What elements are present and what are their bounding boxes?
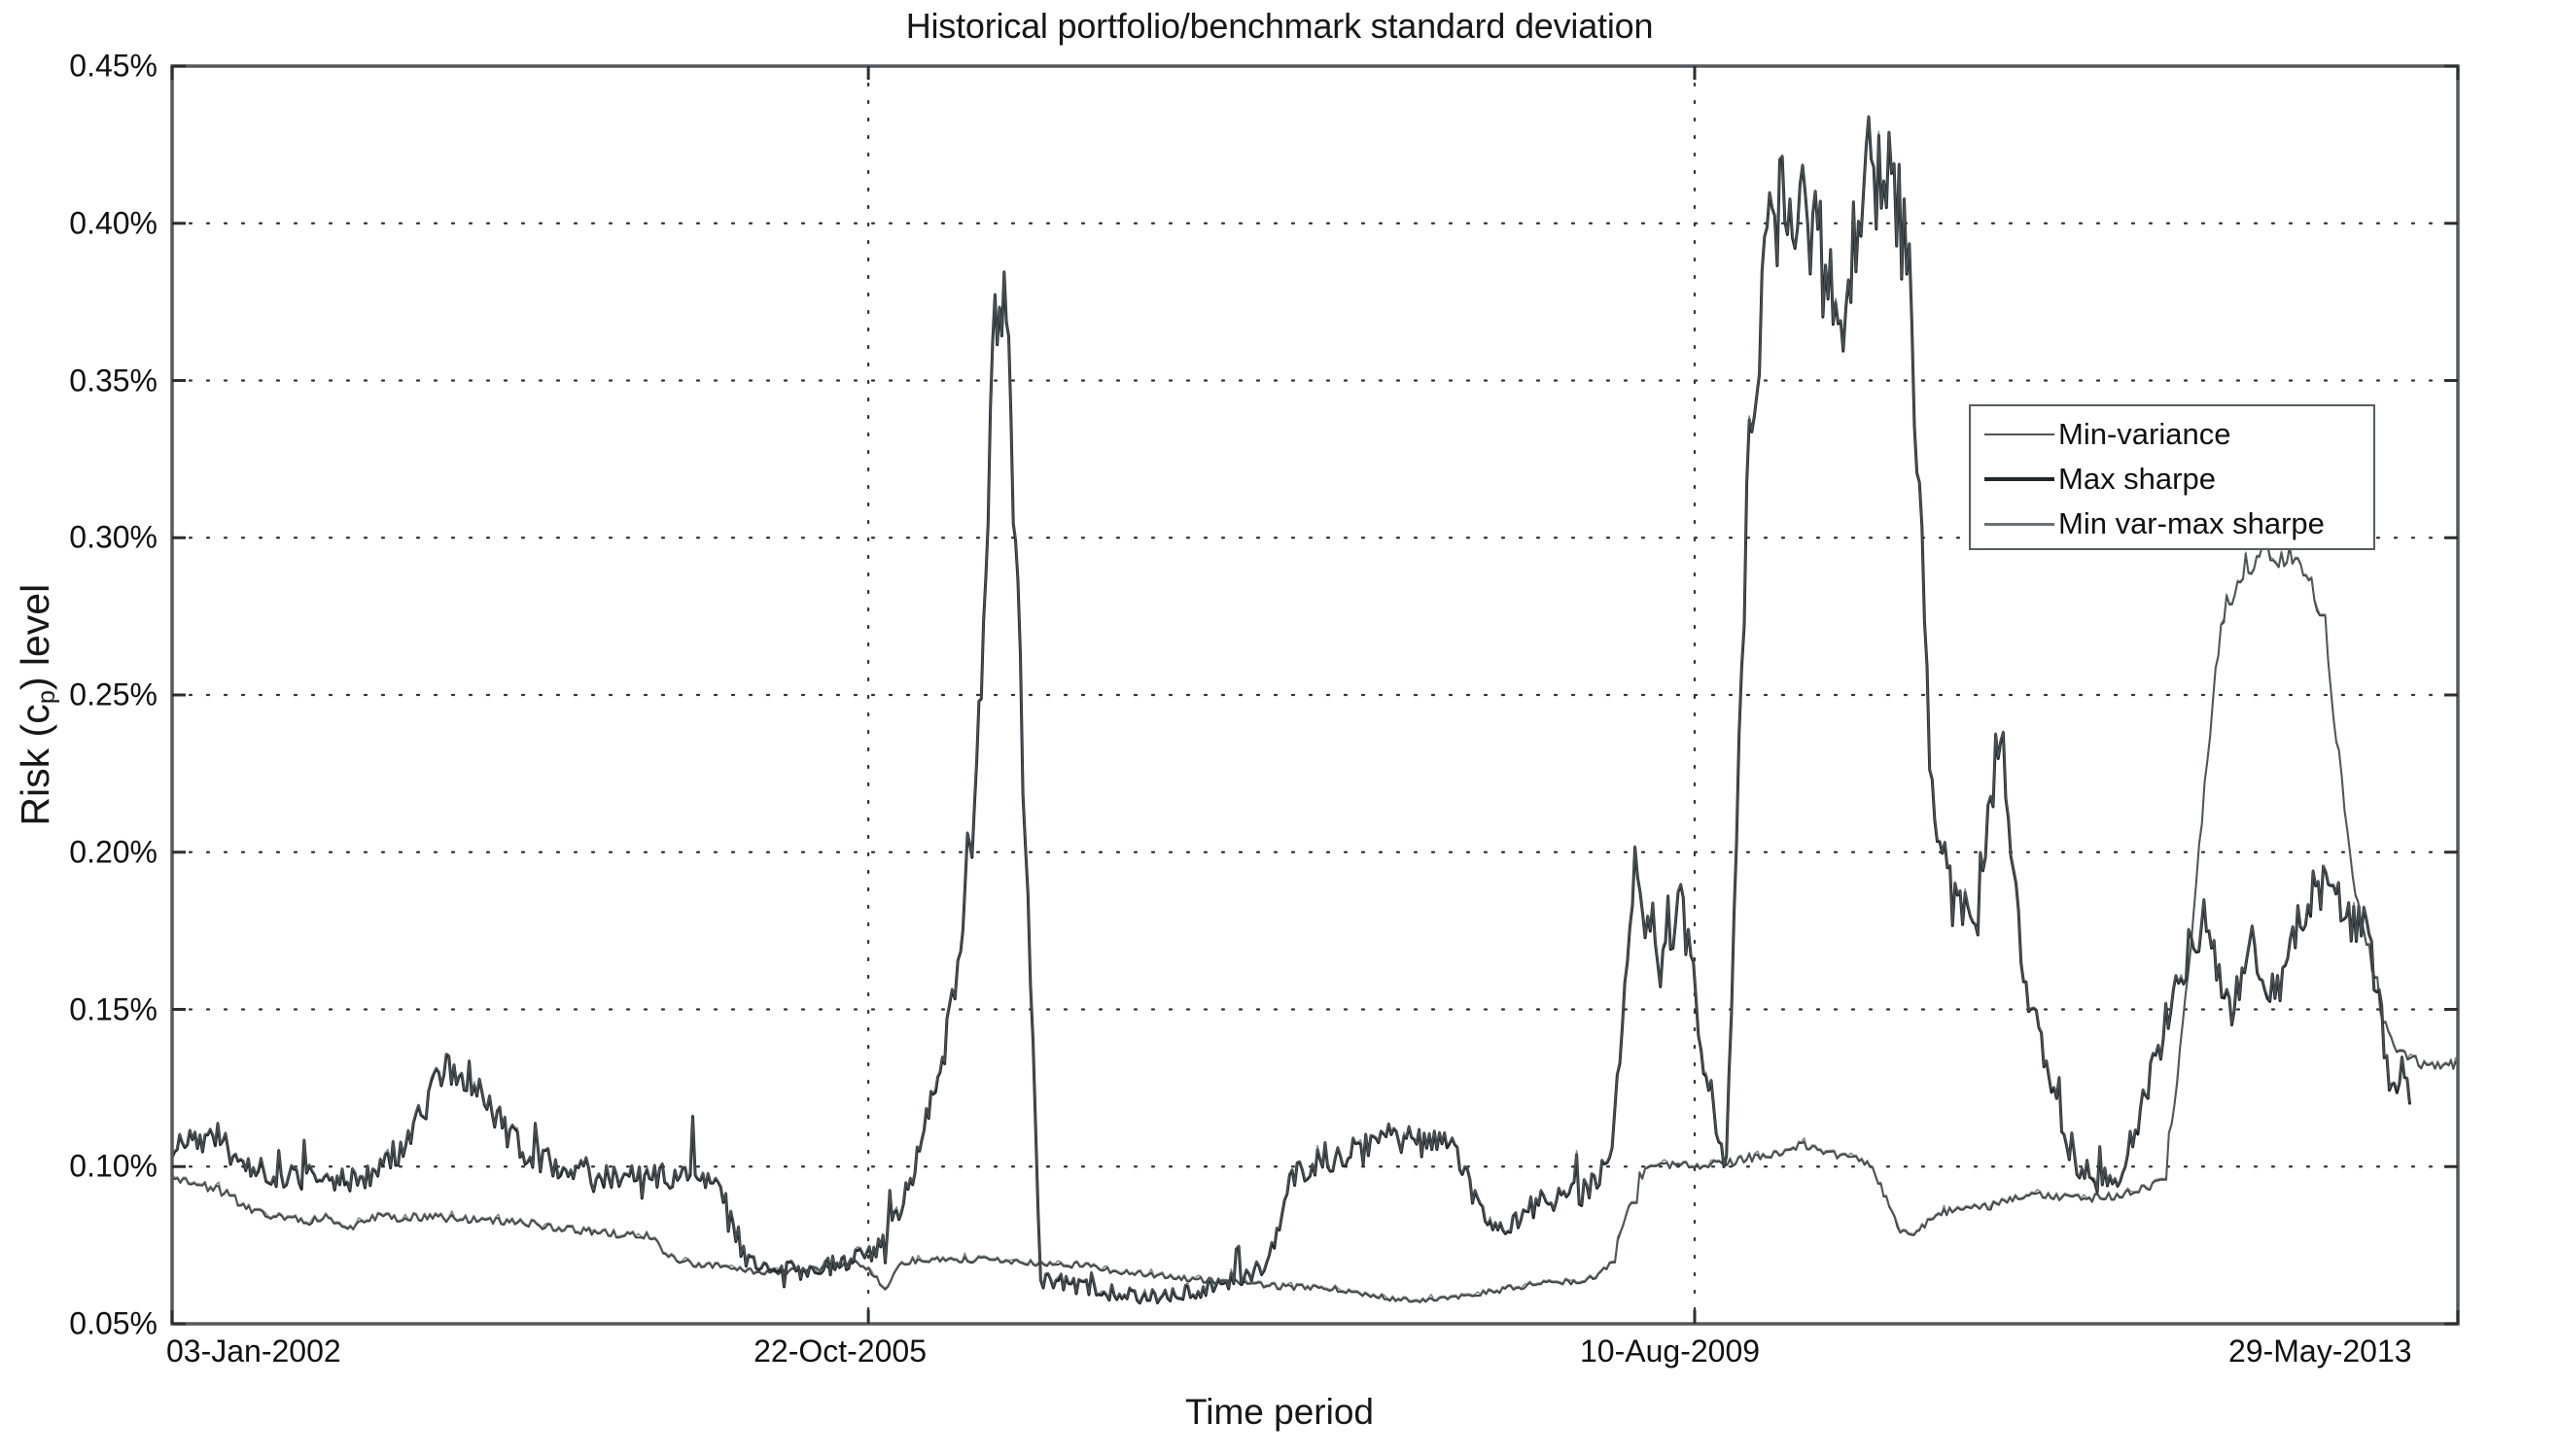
gridlines [170, 64, 2460, 1326]
y-tick-label: 0.15% [69, 991, 158, 1026]
legend-item-max-sharpe[interactable]: Max sharpe [1971, 455, 2373, 503]
axis-ticks [170, 64, 2460, 1326]
y-tick-label: 0.10% [69, 1148, 158, 1184]
y-tick-label: 0.45% [69, 48, 158, 84]
y-axis-title-tail: ) level [12, 583, 57, 691]
legend-label: Min-variance [2058, 417, 2231, 451]
series-line-min-var-max-sharpe [172, 115, 2411, 1303]
y-tick-label: 0.20% [69, 834, 158, 870]
series-line-max-sharpe [172, 115, 2411, 1305]
legend-label: Max sharpe [2058, 462, 2216, 496]
series-line-min-var-max-sharpe [172, 543, 2458, 1302]
y-axis-title-base: Risk (c [12, 704, 57, 826]
legend[interactable]: Min-variance Max sharpe Min var-max shar… [1969, 404, 2375, 550]
legend-swatch-icon [1984, 522, 2054, 526]
y-tick-label: 0.30% [69, 519, 158, 555]
y-axis-title-subscript: p [33, 690, 61, 705]
y-tick-label: 0.25% [69, 676, 158, 712]
legend-swatch-icon [1984, 433, 2054, 435]
x-tick-label: 29-May-2013 [2228, 1334, 2412, 1369]
x-tick-label: 03-Jan-2002 [166, 1334, 341, 1369]
x-tick-label: 10-Aug-2009 [1580, 1334, 1761, 1369]
legend-swatch-icon [1984, 477, 2054, 481]
y-tick-label: 0.40% [69, 205, 158, 241]
x-axis-title: Time period [1185, 1392, 1374, 1432]
y-tick-label: 0.35% [69, 363, 158, 398]
legend-item-min-var-max-sharpe[interactable]: Min var-max sharpe [1971, 500, 2373, 548]
y-axis-title: Risk (cp) level [13, 403, 61, 1006]
x-tick-label: 22-Oct-2005 [754, 1334, 927, 1369]
chart-title: Historical portfolio/benchmark standard … [905, 6, 1654, 46]
legend-item-min-variance[interactable]: Min-variance [1971, 410, 2373, 459]
series-line-min-variance [172, 544, 2458, 1303]
y-tick-label: 0.05% [69, 1305, 158, 1341]
series-group [172, 115, 2458, 1305]
legend-label: Min var-max sharpe [2058, 506, 2325, 540]
